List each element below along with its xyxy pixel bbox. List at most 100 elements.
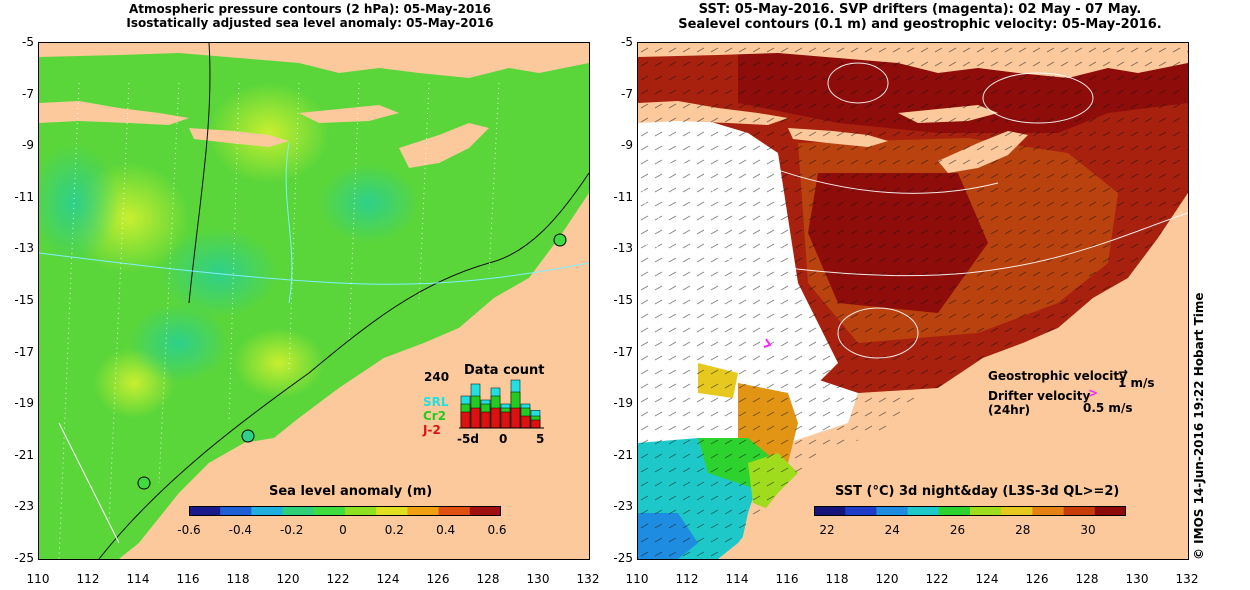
lat-tick-label: -11: [14, 189, 34, 204]
sst-colorbar: [814, 506, 1126, 516]
australia-landmass: [119, 193, 589, 559]
geostrophic-scale: 1 m/s: [1118, 376, 1155, 390]
inset-xtick-mid: 0: [499, 432, 508, 446]
left-title-line2: Isostatically adjusted sea level anomaly…: [126, 16, 494, 30]
colorbar-swatch: [1001, 506, 1033, 516]
colorbar-swatch: [907, 506, 940, 516]
legend-cr2: Cr2: [423, 409, 447, 423]
lat-tick-label: -7: [22, 86, 34, 101]
colorbar-tick-label: -0.2: [279, 523, 304, 537]
colorbar-swatch: [469, 506, 501, 516]
lon-tick-label: 126: [426, 572, 450, 586]
tide-gauge-marker: [553, 233, 567, 247]
australia-landmass: [718, 193, 1188, 559]
island-timor: [399, 123, 489, 168]
histogram-bar-j-2: [470, 407, 481, 429]
lat-tick-label: -5: [621, 35, 633, 49]
colorbar-tick-label: -0.4: [228, 523, 253, 537]
lat-tick-label: -21: [613, 447, 633, 462]
drifter-arrow-icon: >: [1088, 386, 1099, 400]
tide-gauge-marker: [137, 476, 151, 490]
legend-j2: J-2: [423, 423, 441, 437]
colorbar-swatch: [970, 506, 1002, 516]
colorbar-swatch: [1063, 506, 1096, 516]
right-title-line2: Sealevel contours (0.1 m) and geostrophi…: [678, 17, 1162, 32]
colorbar-tick-label: 0: [339, 523, 347, 537]
drifter-track: [763, 338, 772, 348]
colorbar-tick-label: 28: [1015, 523, 1031, 537]
lon-tick-label: 132: [576, 572, 600, 586]
colorbar-swatch: [189, 506, 221, 516]
colorbar-tick-label: 0.2: [384, 523, 404, 537]
lon-tick-label: 112: [675, 572, 699, 586]
island-flores: [299, 105, 399, 123]
lon-tick-label: 120: [875, 572, 899, 586]
bathymetry-contour: [39, 252, 589, 285]
colorbar-tick-label: -0.6: [177, 523, 201, 537]
tide-gauge-marker: [241, 429, 255, 443]
colorbar-tick-label: 30: [1080, 523, 1096, 537]
right-map-title: SST: 05-May-2016. SVP drifters (magenta)…: [640, 2, 1200, 32]
sst-map[interactable]: Geostrophic velocity → 1 m/s Drifter vel…: [637, 42, 1189, 560]
shelf-contour: [58, 422, 120, 544]
colorbar-tick-label: 0.6: [487, 523, 507, 537]
lat-tick-label: -15: [14, 293, 34, 307]
lat-tick-label: -11: [613, 189, 633, 204]
lat-tick-label: -25: [613, 551, 633, 565]
geostrophic-arrow-icon: →: [1118, 365, 1129, 379]
lon-tick-label: 126: [1025, 572, 1049, 586]
colorbar-swatch: [282, 506, 315, 516]
imos-credit: © IMOS 14-Jun-2016 19:22 Hobart Time: [1192, 292, 1206, 560]
lon-tick-label: 110: [26, 572, 50, 586]
inset-ymax: 240: [424, 370, 450, 384]
lon-tick-label: 124: [376, 572, 400, 586]
colorbar-swatch: [376, 506, 408, 516]
drifter-velocity-sub: (24hr): [988, 403, 1031, 417]
histogram-bar-j-2: [510, 407, 521, 429]
data-count-histogram: [459, 379, 544, 429]
lat-tick-label: -23: [14, 499, 34, 514]
sea-level-anomaly-map[interactable]: Data count 240 SRL Cr2 J-2 -5d 0 5 Sea l…: [38, 42, 590, 560]
ocean-area: [39, 43, 589, 559]
colorbar-swatch: [876, 506, 909, 516]
histogram-bar-j-2: [530, 419, 541, 429]
lat-tick-label: -9: [22, 138, 34, 153]
colorbar-tick-label: 22: [819, 523, 835, 537]
pressure-contour: [188, 43, 211, 304]
lat-tick-label: -5: [22, 35, 34, 49]
island-misc: [39, 43, 589, 78]
lon-tick-label: 114: [126, 572, 150, 586]
lon-tick-label: 118: [226, 572, 250, 586]
pressure-contour: [98, 172, 589, 559]
colorbar-tick-label: 24: [884, 523, 900, 537]
lon-tick-label: 132: [1175, 572, 1199, 586]
lat-tick-label: -17: [613, 344, 633, 359]
colorbar-swatch: [845, 506, 877, 516]
sst-colorbar-title: SST (°C) 3d night&day (L3S-3d QL>=2): [835, 484, 1120, 499]
colorbar-tick-label: 26: [949, 523, 966, 537]
lon-tick-label: 110: [625, 572, 649, 586]
legend-srl: SRL: [423, 395, 449, 409]
geostrophic-velocity-label: Geostrophic velocity: [988, 369, 1127, 383]
island-lombok: [189, 128, 289, 147]
drifter-scale: 0.5 m/s: [1083, 401, 1133, 415]
colorbar-swatch: [220, 506, 252, 516]
lat-tick-label: -19: [613, 396, 633, 411]
lat-tick-label: -23: [613, 499, 633, 514]
lon-tick-label: 128: [1075, 572, 1099, 586]
lat-tick-label: -15: [613, 293, 633, 307]
colorbar-swatch: [438, 506, 471, 516]
sla-colorbar-title: Sea level anomaly (m): [269, 484, 433, 499]
lat-tick-label: -17: [14, 344, 34, 359]
lon-tick-label: 116: [176, 572, 200, 586]
lon-tick-label: 120: [276, 572, 300, 586]
colorbar-swatch: [407, 506, 440, 516]
bathymetry-contour: [285, 142, 293, 304]
lat-tick-label: -19: [14, 396, 34, 411]
right-title-line1: SST: 05-May-2016. SVP drifters (magenta)…: [698, 2, 1142, 17]
lon-tick-label: 128: [476, 572, 500, 586]
lat-tick-label: -25: [14, 551, 34, 565]
island-java: [39, 101, 189, 125]
lon-tick-label: 112: [76, 572, 100, 586]
left-map-title: Atmospheric pressure contours (2 hPa): 0…: [60, 2, 560, 30]
